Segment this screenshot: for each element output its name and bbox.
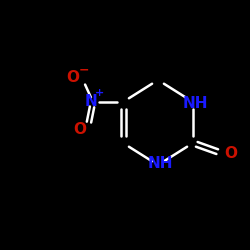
Text: +: +: [96, 88, 104, 98]
Text: N: N: [84, 94, 98, 108]
Text: NH: NH: [147, 156, 173, 172]
Text: O: O: [74, 122, 86, 138]
Text: O: O: [66, 70, 80, 86]
Text: −: −: [79, 64, 89, 76]
Text: NH: NH: [182, 96, 208, 110]
Text: O: O: [224, 146, 237, 160]
